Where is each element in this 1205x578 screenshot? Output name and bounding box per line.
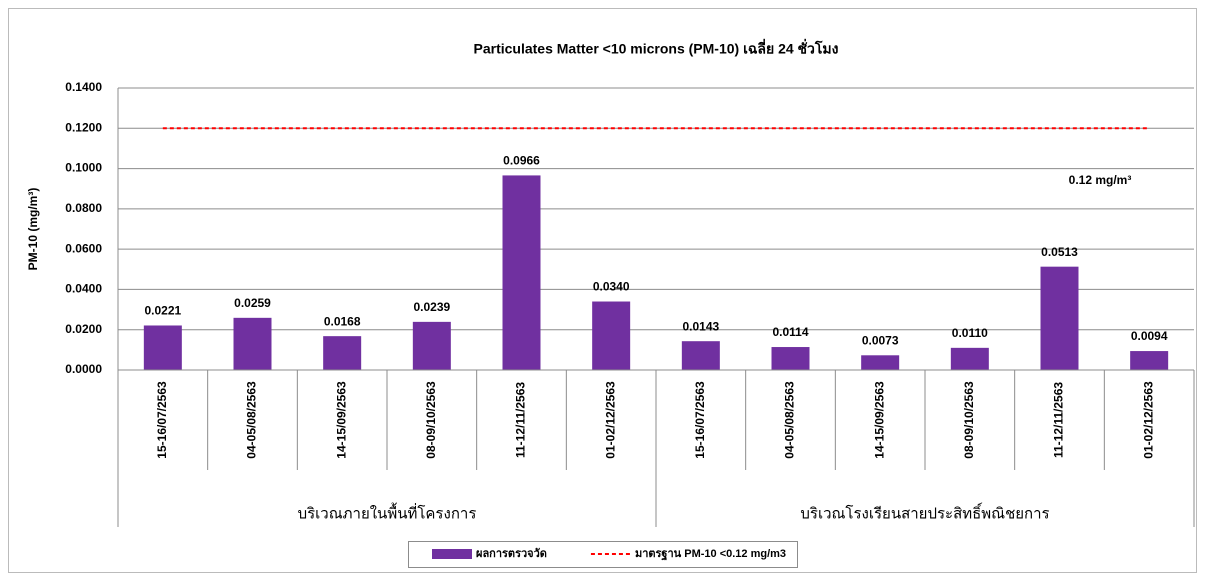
x-tick-label: 15-16/07/2563 <box>693 381 707 459</box>
chart-title: Particulates Matter <10 microns (PM-10) … <box>474 39 839 57</box>
bar <box>950 347 989 370</box>
y-tick-label: 0.0800 <box>65 201 102 215</box>
legend-swatch <box>432 549 472 559</box>
bar <box>1040 266 1079 370</box>
legend-label: ผลการตรวจวัด <box>476 547 547 560</box>
y-tick-label: 0.1400 <box>65 80 102 94</box>
x-tick-label: 08-09/10/2563 <box>962 381 976 459</box>
bar <box>143 325 182 370</box>
bar <box>412 321 451 370</box>
legend-label: มาตรฐาน PM-10 <0.12 mg/m3 <box>635 548 786 561</box>
group-label: บริเวณโรงเรียนสายประสิทธิ์พณิชยการ <box>800 502 1049 522</box>
data-label: 0.0239 <box>413 300 450 314</box>
y-tick-label: 0.1200 <box>65 120 102 134</box>
bar <box>861 355 900 370</box>
bar <box>233 317 272 370</box>
data-label: 0.0259 <box>234 296 271 310</box>
x-tick-label: 04-05/08/2563 <box>783 381 797 459</box>
x-tick-label: 04-05/08/2563 <box>245 381 259 459</box>
data-label: 0.0110 <box>952 326 988 340</box>
data-label: 0.0513 <box>1041 245 1078 259</box>
annotation: 0.12 mg/m³ <box>1069 173 1132 187</box>
x-tick-label: 15-16/07/2563 <box>155 381 169 459</box>
data-label: 0.0966 <box>503 154 540 168</box>
x-tick-label: 08-09/10/2563 <box>424 381 438 459</box>
bar <box>323 336 362 370</box>
y-tick-label: 0.0400 <box>65 282 102 296</box>
legend-box <box>408 541 798 568</box>
bar <box>771 347 810 370</box>
bar <box>1130 351 1169 370</box>
bar <box>592 301 631 370</box>
bar <box>502 175 541 370</box>
x-tick-label: 14-15/09/2563 <box>334 381 348 459</box>
x-tick-label: 14-15/09/2563 <box>872 381 886 459</box>
data-label: 0.0143 <box>682 319 719 333</box>
y-axis-label: PM-10 (mg/m³) <box>26 188 40 271</box>
x-tick-label: 11-12/11/2563 <box>514 382 528 458</box>
data-label: 0.0340 <box>593 280 630 294</box>
chart-border <box>8 8 1197 573</box>
y-tick-label: 0.0200 <box>65 322 102 336</box>
data-label: 0.0221 <box>144 304 181 318</box>
x-tick-label: 01-02/12/2563 <box>1141 381 1155 459</box>
group-label: บริเวณภายในพื้นที่โครงการ <box>298 502 477 522</box>
x-tick-label: 11-12/11/2563 <box>1052 382 1066 458</box>
x-tick-label: 01-02/12/2563 <box>603 381 617 459</box>
data-label: 0.0168 <box>324 314 361 328</box>
bar <box>681 341 720 370</box>
data-label: 0.0114 <box>772 325 808 339</box>
data-label: 0.0073 <box>862 333 899 347</box>
data-label: 0.0094 <box>1131 329 1168 343</box>
y-tick-label: 0.0000 <box>65 362 102 376</box>
y-tick-label: 0.1000 <box>65 161 102 175</box>
y-tick-label: 0.0600 <box>65 241 102 255</box>
